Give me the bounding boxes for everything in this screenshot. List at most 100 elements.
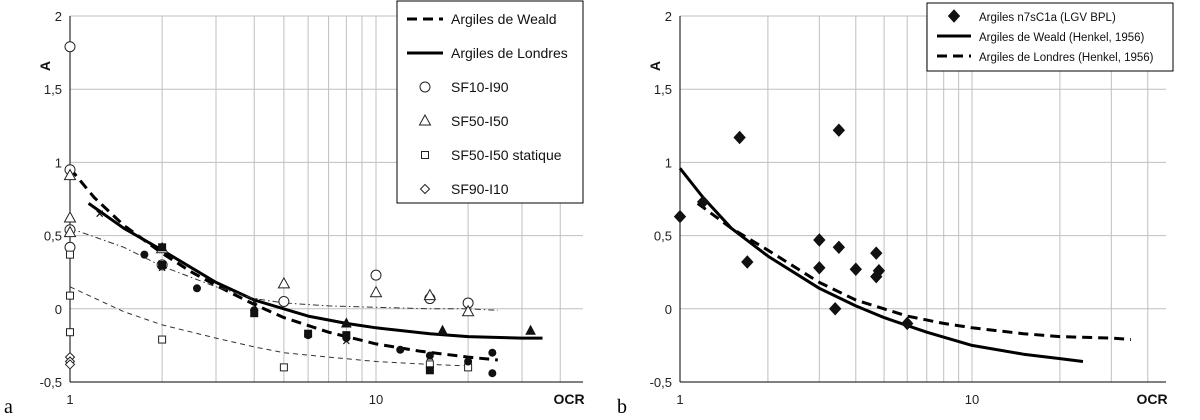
data-point [278, 295, 290, 307]
series-points-argiles-n7sc1a-lgv-bpl- [673, 123, 914, 331]
data-point [829, 302, 842, 316]
legend-entry-label: Argiles de Weald (Henkel, 1956) [979, 32, 1145, 44]
data-point [279, 363, 288, 372]
data-point [396, 345, 405, 354]
y-tick-label: 1 [55, 155, 62, 170]
series-points-filled-square [158, 243, 434, 375]
data-point [64, 41, 76, 53]
data-point [370, 269, 382, 281]
legend-entry-label: SF90-I10 [451, 181, 509, 197]
panel-letter: a [4, 396, 13, 418]
legend-entry-label: Argiles de Londres [451, 45, 568, 61]
legend-swatch-marker [418, 113, 432, 126]
series-points-sf50-i50-statique [66, 250, 473, 372]
data-point [813, 233, 826, 247]
y-tick-label: 0,5 [44, 229, 62, 244]
x-axis-label: OCR [1136, 391, 1167, 407]
data-point [488, 348, 497, 357]
data-point [673, 209, 687, 224]
legend: Argiles n7sC1a (LGV BPL) Argiles de Weald… [926, 2, 1174, 72]
data-point [250, 298, 258, 305]
series-line-argiles-de-weald [68, 167, 498, 362]
data-point [696, 195, 710, 209]
y-tick-label: 1,5 [44, 82, 62, 97]
series-points-filled-triangle [341, 317, 536, 335]
vertical-gridlines [767, 16, 1149, 382]
data-point [426, 353, 434, 361]
x-tick-label: 1 [66, 392, 73, 407]
series-line-trend-11 [69, 286, 469, 367]
series-line-trend-10 [69, 227, 498, 311]
y-tick-label: 2 [55, 9, 62, 24]
data-point [488, 369, 497, 378]
data-point [525, 324, 536, 335]
chart-panel-b: -0,5 0 0,5 1 1,5 2 1 10 A OCR b Argiles n7sC1a (LGV… [617, 2, 1174, 418]
panel-letter: b [617, 396, 627, 418]
series-line-argiles-de-londres [87, 202, 543, 340]
series-points-sf90-i10 [64, 351, 76, 370]
data-point [66, 250, 74, 259]
data-point [733, 130, 746, 145]
horizontal-gridlines [680, 15, 1166, 310]
data-point [425, 351, 434, 360]
legend-entry-label: Argiles n7sC1a (LGV BPL) [979, 12, 1116, 24]
legend-box [396, 0, 584, 204]
data-point [140, 250, 149, 259]
legend-swatch-marker [419, 183, 431, 195]
data-point [64, 359, 76, 370]
y-tick-label: -0,5 [650, 375, 672, 390]
data-point [901, 316, 914, 331]
data-point [870, 246, 883, 260]
data-point [341, 317, 352, 328]
legend-entry-label: SF10-I90 [451, 79, 509, 95]
data-point [342, 331, 351, 340]
data-point [741, 255, 754, 269]
data-point [158, 335, 167, 344]
legend-entry-label: Argiles de Weald [451, 11, 557, 27]
data-point [832, 240, 846, 255]
legend-entry-label: SF50-I50 statique [451, 147, 562, 163]
y-axis-label: A [647, 61, 663, 71]
data-point [63, 225, 77, 238]
data-point [63, 210, 77, 223]
legend: Argiles de Weald Argiles de Londres SF10-I… [396, 0, 584, 204]
data-point [158, 264, 166, 272]
legend-swatch-marker [947, 9, 961, 23]
data-point [461, 304, 475, 317]
x-tick-label: 10 [369, 392, 383, 407]
series-points-cross [96, 210, 434, 361]
y-tick-label: -0,5 [40, 375, 62, 390]
data-point [425, 366, 434, 375]
x-tick-label: 1 [676, 392, 683, 407]
y-tick-label: 0 [55, 302, 62, 317]
data-point [63, 168, 77, 181]
data-point [96, 210, 104, 218]
data-point [437, 324, 448, 335]
data-point [423, 288, 437, 301]
y-tick-label: 0,5 [654, 229, 672, 244]
data-point [304, 329, 313, 338]
data-point [192, 284, 201, 293]
y-tick-label: 1,5 [654, 82, 672, 97]
data-point [66, 328, 74, 337]
y-tick-label: 0 [665, 302, 672, 317]
legend-entry-label: SF50-I50 [451, 113, 509, 129]
y-axis-label: A [37, 61, 53, 71]
data-point [813, 261, 826, 275]
data-point [342, 337, 350, 345]
series-points-sf50-i50 [63, 168, 475, 317]
data-point [832, 123, 846, 137]
data-point [158, 243, 167, 252]
data-point [66, 291, 74, 300]
y-tick-label: 1 [665, 155, 672, 170]
data-point [849, 262, 862, 277]
x-axis-label: OCR [553, 391, 584, 407]
legend-swatch-marker [421, 151, 429, 159]
series-line-argiles-de-londres-henkel-1956- [696, 202, 1132, 341]
x-tick-label: 10 [965, 392, 979, 407]
data-point [277, 276, 291, 289]
legend-entry-label: Argiles de Londres (Henkel, 1956) [979, 52, 1154, 64]
legend-swatch-marker [419, 81, 431, 93]
